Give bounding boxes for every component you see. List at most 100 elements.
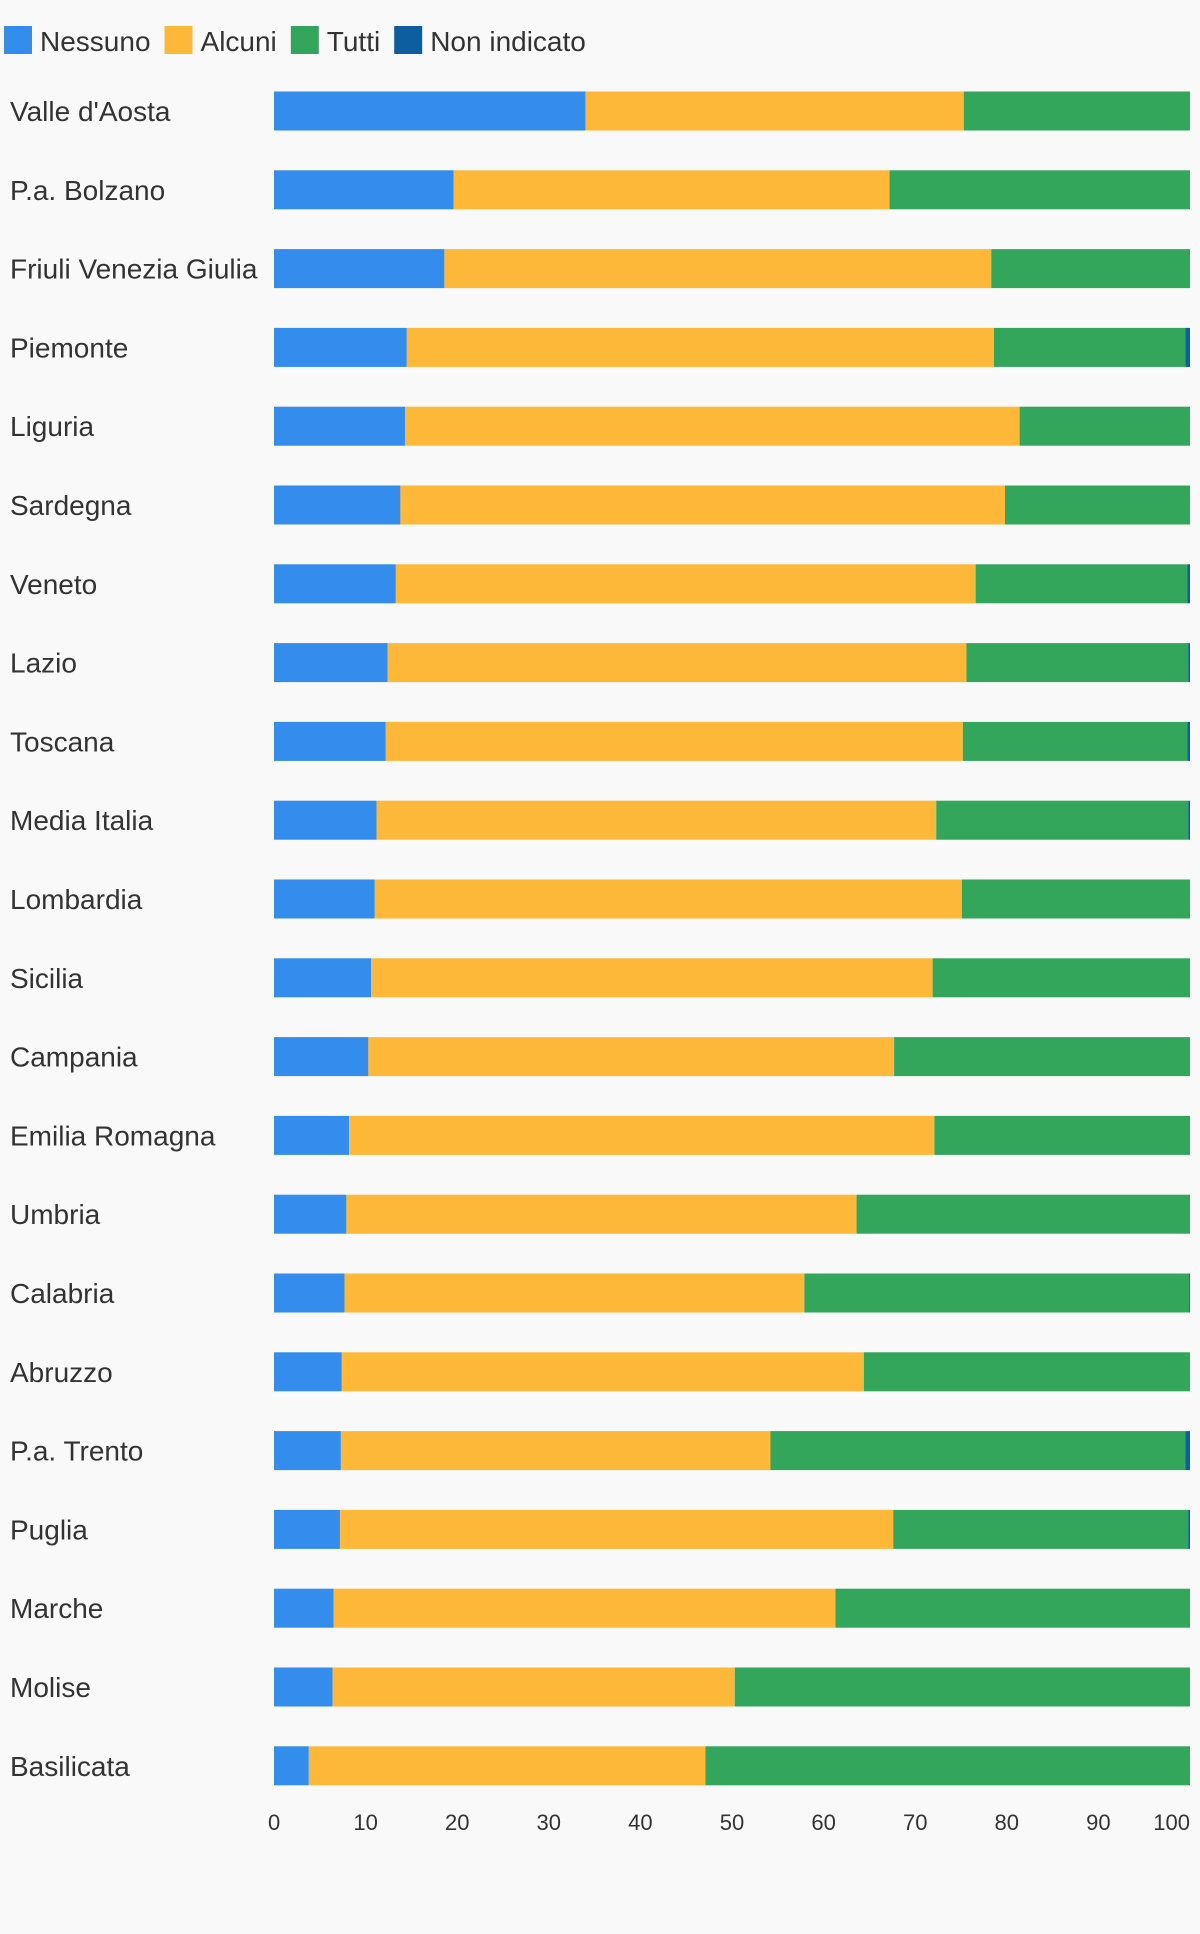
bar-segment-nessuno[interactable] <box>274 170 454 210</box>
bar-row-sardegna <box>274 485 1190 525</box>
bar-segment-non-indicato[interactable] <box>1188 800 1190 840</box>
bar-segment-alcuni[interactable] <box>406 327 994 367</box>
bar-segment-tutti[interactable] <box>934 1115 1190 1155</box>
category-label: Valle d'Aosta <box>10 96 171 127</box>
bar-segment-alcuni[interactable] <box>400 485 1005 525</box>
bar-segment-nessuno[interactable] <box>274 406 405 446</box>
bar-segment-tutti[interactable] <box>991 249 1190 289</box>
bar-segment-tutti[interactable] <box>804 1273 1190 1313</box>
bar-segment-tutti[interactable] <box>734 1667 1190 1707</box>
bar-segment-non-indicato[interactable] <box>1185 327 1190 367</box>
legend-item-alcuni[interactable]: Alcuni <box>164 26 277 57</box>
bar-segment-nessuno[interactable] <box>274 1194 347 1234</box>
bar-segment-nessuno[interactable] <box>274 879 375 919</box>
bar-segment-alcuni[interactable] <box>387 643 967 683</box>
bar-segment-nessuno[interactable] <box>274 91 586 131</box>
bar-segment-nessuno[interactable] <box>274 485 401 525</box>
bar-segment-nessuno[interactable] <box>274 1667 333 1707</box>
bar-segment-tutti[interactable] <box>770 1431 1186 1471</box>
legend-swatch <box>290 26 319 54</box>
legend-item-nessuno[interactable]: Nessuno <box>4 26 151 57</box>
bar-segment-alcuni[interactable] <box>376 800 937 840</box>
category-label: Campania <box>10 1042 138 1073</box>
bar-segment-alcuni[interactable] <box>444 249 992 289</box>
bar-segment-alcuni[interactable] <box>339 1509 894 1549</box>
bar-row-basilicata <box>274 1746 1190 1786</box>
bar-segment-alcuni[interactable] <box>340 1431 771 1471</box>
bar-segment-alcuni[interactable] <box>385 721 963 761</box>
bar-segment-non-indicato[interactable] <box>1187 721 1190 761</box>
bar-row-piemonte <box>274 327 1190 367</box>
category-label: Media Italia <box>10 805 154 836</box>
legend-item-tutti[interactable]: Tutti <box>290 26 380 57</box>
value-axis: 0 10 20 30 40 50 60 70 80 90 100 <box>268 1810 1190 1835</box>
bar-segment-tutti[interactable] <box>863 1352 1190 1392</box>
bar-segment-tutti[interactable] <box>1004 485 1190 525</box>
bar-segment-tutti[interactable] <box>889 170 1190 210</box>
legend-item-non-indicato[interactable]: Non indicato <box>394 26 586 57</box>
bar-row-emilia-romagna <box>274 1115 1190 1155</box>
bar-segment-tutti[interactable] <box>856 1194 1190 1234</box>
bar-segment-alcuni[interactable] <box>333 1588 836 1628</box>
bar-segment-alcuni[interactable] <box>395 564 976 604</box>
bar-segment-nessuno[interactable] <box>274 1037 369 1077</box>
legend-label: Tutti <box>327 26 380 57</box>
legend-label: Nessuno <box>40 26 151 57</box>
bar-segment-tutti[interactable] <box>936 800 1189 840</box>
bar-segment-alcuni[interactable] <box>453 170 890 210</box>
bar-segment-tutti[interactable] <box>932 958 1190 998</box>
bar-segment-nessuno[interactable] <box>274 1509 340 1549</box>
bar-segment-alcuni[interactable] <box>332 1667 735 1707</box>
bar-segment-non-indicato[interactable] <box>1188 1509 1190 1549</box>
bar-segment-tutti[interactable] <box>705 1746 1190 1786</box>
bar-segment-nessuno[interactable] <box>274 1352 342 1392</box>
bar-segment-tutti[interactable] <box>975 564 1188 604</box>
bar-segment-alcuni[interactable] <box>346 1194 857 1234</box>
bar-segment-tutti[interactable] <box>961 879 1190 919</box>
bar-segment-tutti[interactable] <box>1019 406 1190 446</box>
bar-row-p-a-trento <box>274 1431 1190 1471</box>
category-label: Lombardia <box>10 884 143 915</box>
bar-segment-nessuno[interactable] <box>274 1115 350 1155</box>
bar-segment-nessuno[interactable] <box>274 564 396 604</box>
bar-segment-non-indicato[interactable] <box>1189 1273 1190 1313</box>
bar-segment-non-indicato[interactable] <box>1187 564 1190 604</box>
bar-segment-nessuno[interactable] <box>274 1746 309 1786</box>
bar-segment-tutti[interactable] <box>835 1588 1190 1628</box>
bar-segment-alcuni[interactable] <box>349 1115 935 1155</box>
category-label: Liguria <box>10 411 94 442</box>
bar-segment-non-indicato[interactable] <box>1188 643 1190 683</box>
bar-segment-tutti[interactable] <box>966 643 1189 683</box>
bar-segment-non-indicato[interactable] <box>1185 1431 1190 1471</box>
bar-segment-nessuno[interactable] <box>274 1431 341 1471</box>
bar-segment-nessuno[interactable] <box>274 327 407 367</box>
bar-segment-tutti[interactable] <box>962 721 1188 761</box>
x-tick-label: 40 <box>628 1810 652 1835</box>
bar-segment-nessuno[interactable] <box>274 643 388 683</box>
x-tick-label: 20 <box>445 1810 469 1835</box>
bar-segment-nessuno[interactable] <box>274 1588 334 1628</box>
bar-segment-alcuni[interactable] <box>404 406 1020 446</box>
bar-segment-nessuno[interactable] <box>274 249 445 289</box>
bar-segment-tutti[interactable] <box>894 1037 1190 1077</box>
bar-segment-alcuni[interactable] <box>585 91 964 131</box>
bar-segment-nessuno[interactable] <box>274 800 377 840</box>
bar-segment-nessuno[interactable] <box>274 1273 345 1313</box>
bar-row-toscana <box>274 721 1190 761</box>
bar-segment-alcuni[interactable] <box>344 1273 805 1313</box>
bar-segment-alcuni[interactable] <box>308 1746 706 1786</box>
bar-segment-nessuno[interactable] <box>274 958 372 998</box>
bar-segment-tutti[interactable] <box>963 91 1190 131</box>
bar-row-campania <box>274 1037 1190 1077</box>
bar-row-abruzzo <box>274 1352 1190 1392</box>
bar-row-calabria <box>274 1273 1190 1313</box>
bar-segment-tutti[interactable] <box>993 327 1186 367</box>
bar-segment-alcuni[interactable] <box>368 1037 895 1077</box>
x-tick-label: 60 <box>811 1810 835 1835</box>
bar-segment-alcuni[interactable] <box>371 958 933 998</box>
bar-segment-alcuni[interactable] <box>341 1352 864 1392</box>
category-axis: Valle d'Aosta P.a. Bolzano Friuli Venezia … <box>10 96 258 1782</box>
bar-segment-tutti[interactable] <box>893 1509 1189 1549</box>
bar-segment-alcuni[interactable] <box>374 879 962 919</box>
bar-segment-nessuno[interactable] <box>274 721 386 761</box>
